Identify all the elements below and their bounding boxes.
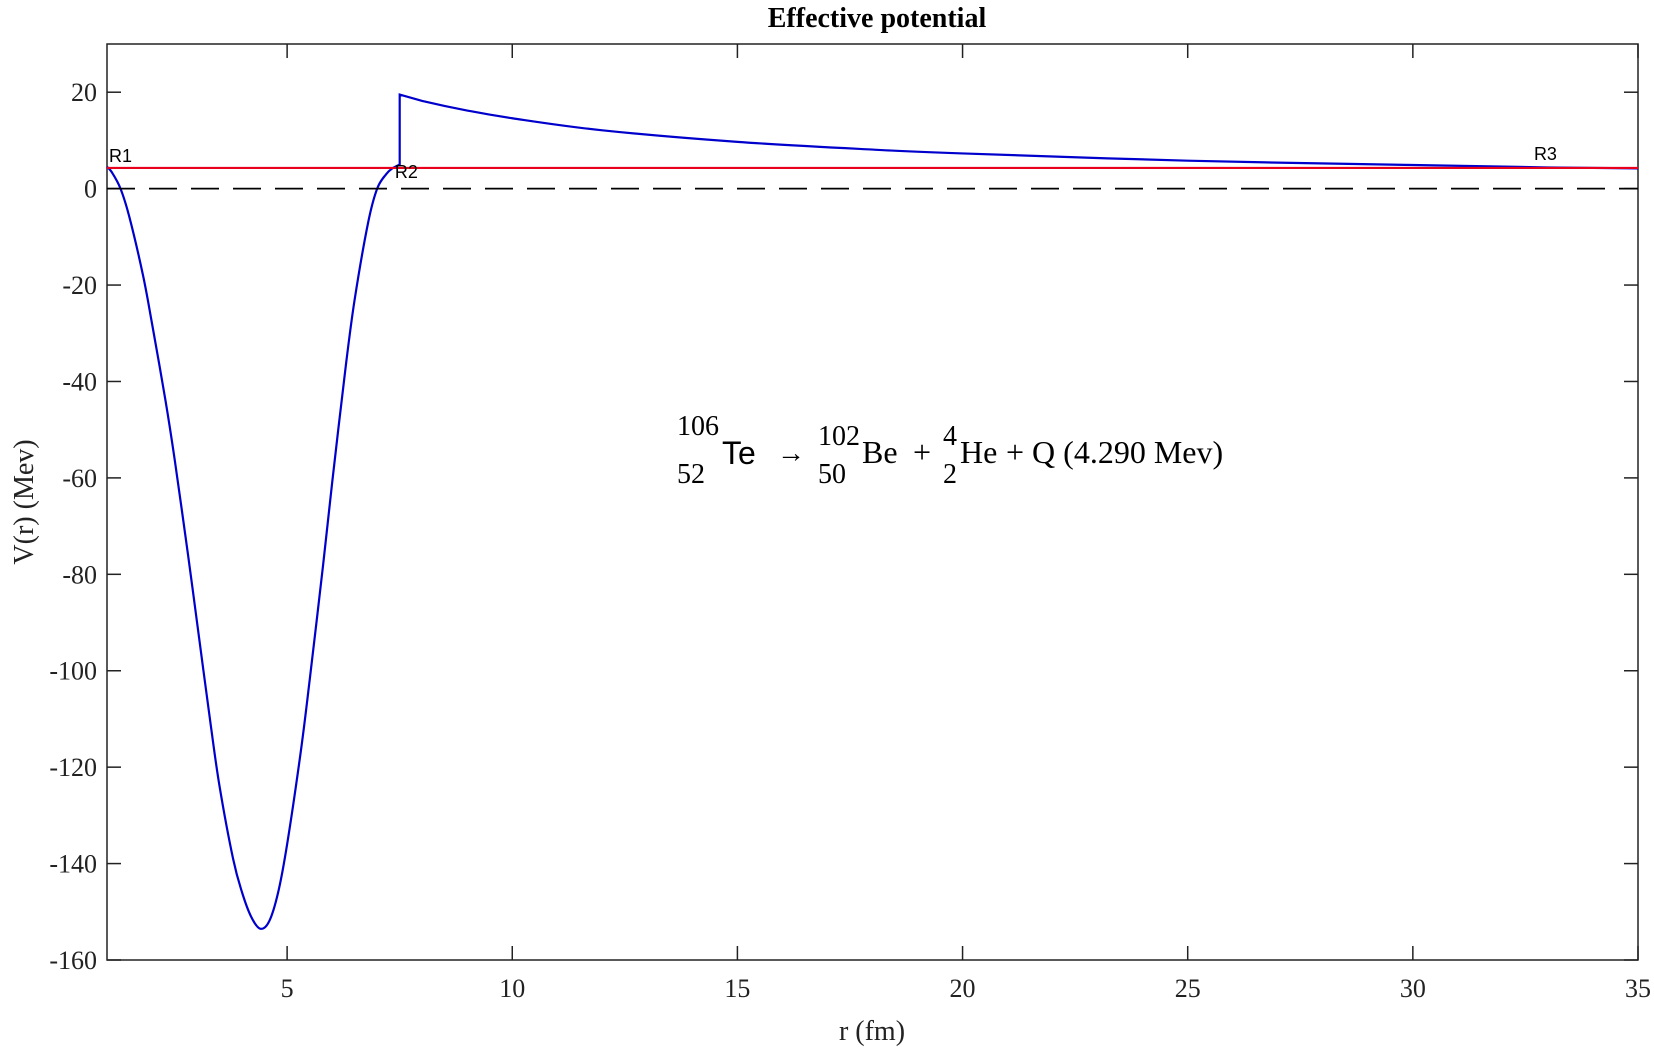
x-tick-label: 20 — [950, 974, 976, 1003]
y-tick-label: -160 — [49, 946, 97, 975]
product2-symbol: He — [960, 434, 997, 470]
potential-curve — [106, 93, 1639, 930]
y-tick-label: 0 — [84, 175, 97, 204]
x-tick-label: 5 — [281, 974, 294, 1003]
turning-point-label: R1 — [109, 146, 132, 166]
plus-sign-1: + — [913, 434, 931, 470]
q-value-text: + Q (4.290 Mev) — [1006, 434, 1223, 470]
y-tick-label: -40 — [62, 367, 97, 396]
reactant-symbol: Te — [722, 435, 756, 471]
product1-symbol: Be — [862, 434, 898, 470]
x-tick-label: 25 — [1175, 974, 1201, 1003]
reaction-arrow: → — [777, 437, 805, 468]
reactant-charge-number: 52 — [677, 459, 705, 490]
reactant-mass-number: 106 — [677, 411, 719, 442]
product1-mass-number: 102 — [818, 421, 860, 452]
x-axis-label: r (fm) — [839, 1016, 905, 1047]
x-tick-label: 15 — [724, 974, 750, 1003]
product2-charge-number: 2 — [943, 459, 957, 490]
y-tick-label: -20 — [62, 271, 97, 300]
turning-point-label: R2 — [395, 162, 418, 182]
y-tick-label: -140 — [49, 850, 97, 879]
y-tick-label: -120 — [49, 753, 97, 782]
x-tick-label: 35 — [1625, 974, 1651, 1003]
y-tick-label: -100 — [49, 657, 97, 686]
x-tick-label: 30 — [1400, 974, 1426, 1003]
y-tick-label: -80 — [62, 560, 97, 589]
x-tick-label: 10 — [499, 974, 525, 1003]
product2-mass-number: 4 — [943, 421, 957, 452]
y-axis-ticks: 20 0 -20 -40 -60 -80 -100 -120 -140 -160 — [49, 78, 1638, 975]
turning-point-labels: R1 R2 R3 — [109, 144, 1557, 182]
chart-title: Effective potential — [768, 3, 987, 34]
turning-point-label: R3 — [1534, 144, 1557, 164]
plot-frame — [106, 43, 1639, 961]
x-axis-ticks: 5 10 15 20 25 30 35 — [281, 44, 1651, 1003]
y-tick-label: 20 — [71, 78, 97, 107]
series-group — [106, 93, 1639, 930]
y-axis-label: V(r) (Mev) — [9, 439, 40, 564]
y-tick-label: -60 — [62, 464, 97, 493]
svg-text:52 50 2: 52 50 2 — [677, 459, 957, 490]
product1-charge-number: 50 — [818, 459, 846, 490]
reaction-annotation: 106 Te → 102 Be + 4 He + Q (4.290 Mev) 5… — [677, 409, 1223, 490]
svg-text:106 Te → 102: 106 Te → 102 Be + 4 He + Q (4.290 Mev) — [677, 409, 1223, 471]
